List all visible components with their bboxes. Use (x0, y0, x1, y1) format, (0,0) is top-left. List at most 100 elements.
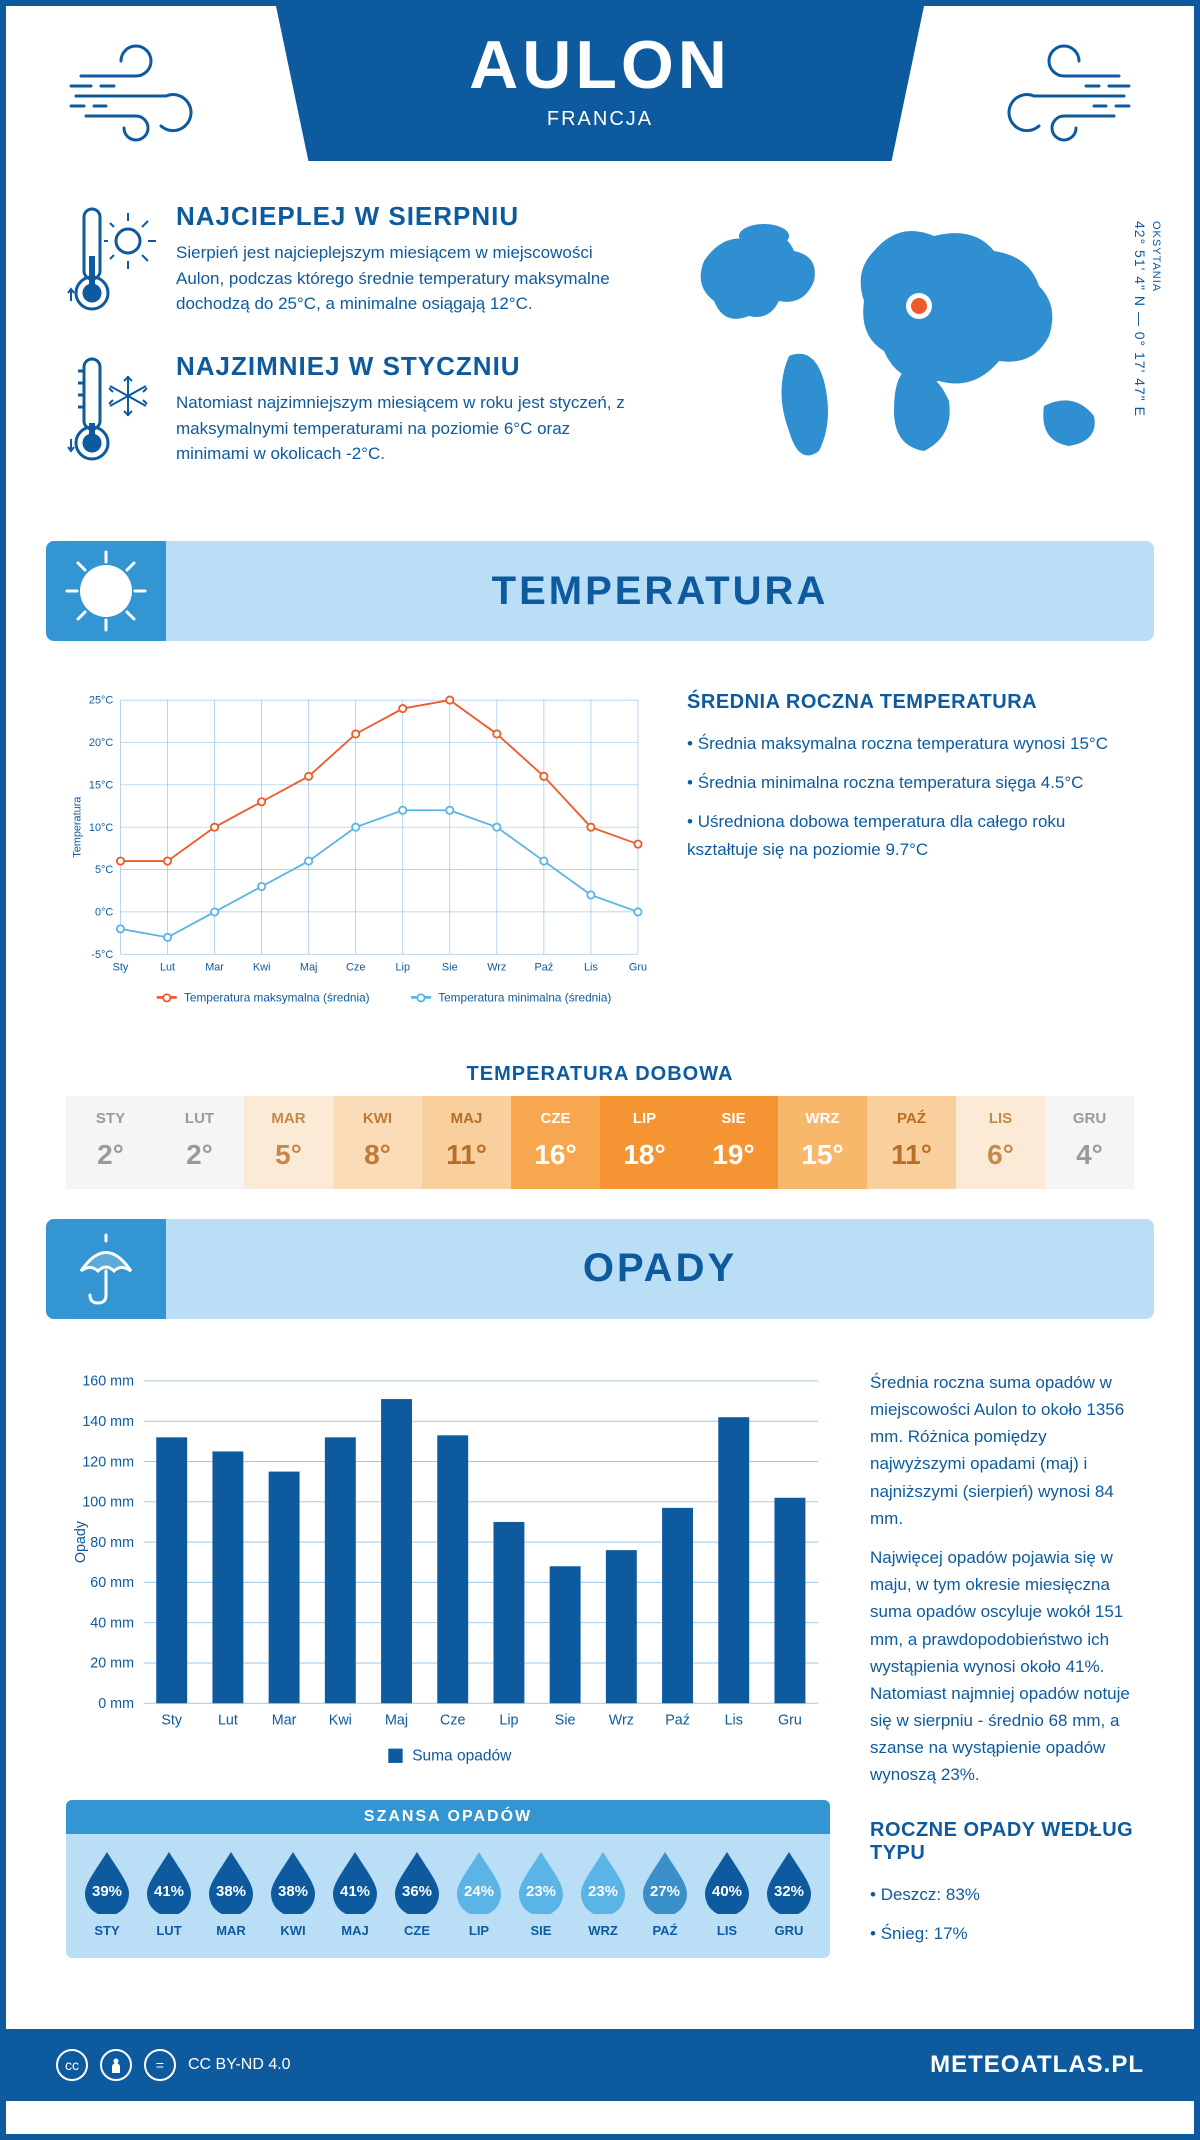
month-label: WRZ (572, 1923, 634, 1938)
month-label: KWI (337, 1110, 418, 1127)
rain-drop: 39%STY (76, 1848, 138, 1938)
svg-text:Mar: Mar (205, 962, 224, 974)
svg-text:20°C: 20°C (89, 737, 113, 749)
rain-drop: 41%LUT (138, 1848, 200, 1938)
svg-text:Gru: Gru (629, 962, 647, 974)
world-map-icon (674, 201, 1134, 481)
month-label: SIE (510, 1923, 572, 1938)
svg-text:32%: 32% (774, 1883, 804, 1900)
temp-summary-title: ŚREDNIA ROCZNA TEMPERATURA (687, 691, 1134, 714)
svg-text:20 mm: 20 mm (90, 1656, 134, 1672)
daily-cell: GRU4° (1045, 1096, 1134, 1189)
svg-text:160 mm: 160 mm (82, 1374, 134, 1390)
temp-summary: ŚREDNIA ROCZNA TEMPERATURA Średnia maksy… (687, 691, 1134, 1023)
svg-text:23%: 23% (588, 1883, 618, 1900)
svg-text:10°C: 10°C (89, 822, 113, 834)
svg-text:41%: 41% (340, 1883, 370, 1900)
svg-text:Kwi: Kwi (329, 1713, 352, 1729)
month-label: MAJ (324, 1923, 386, 1938)
temp-value: 6° (960, 1139, 1041, 1171)
daily-cell: SIE 19° (689, 1096, 778, 1189)
svg-text:Sty: Sty (161, 1713, 183, 1729)
month-label: LUT (138, 1923, 200, 1938)
rain-drop: 41% MAJ (324, 1848, 386, 1938)
license-text: CC BY-ND 4.0 (188, 2056, 291, 2074)
svg-text:36%: 36% (402, 1883, 432, 1900)
svg-text:Paź: Paź (665, 1713, 690, 1729)
svg-text:Maj: Maj (385, 1713, 408, 1729)
cc-icon: cc (56, 2049, 88, 2081)
page-container: AULON FRANCJA (0, 0, 1200, 2140)
svg-text:140 mm: 140 mm (82, 1414, 134, 1430)
month-label: MAR (248, 1110, 329, 1127)
rain-drop: 36%CZE (386, 1848, 448, 1938)
rain-drop: 27%PAŹ (634, 1848, 696, 1938)
footer: cc = CC BY-ND 4.0 METEOATLAS.PL (6, 2029, 1194, 2101)
temp-value: 19° (693, 1139, 774, 1171)
umbrella-icon-box (46, 1219, 166, 1319)
warm-content: NAJCIEPLEJ W SIERPNIU Sierpień jest najc… (176, 201, 634, 321)
cold-title: NAJZIMNIEJ W STYCZNIU (176, 351, 634, 382)
warm-block: NAJCIEPLEJ W SIERPNIU Sierpień jest najc… (66, 201, 634, 321)
daily-cell: MAJ11° (422, 1096, 511, 1189)
rain-text: Średnia roczna suma opadów w miejscowośc… (870, 1369, 1134, 1959)
nd-icon: = (144, 2049, 176, 2081)
month-label: PAŹ (871, 1110, 952, 1127)
rain-chance-title: SZANSA OPADÓW (66, 1800, 830, 1834)
daily-cell: MAR5° (244, 1096, 333, 1189)
warm-title: NAJCIEPLEJ W SIERPNIU (176, 201, 634, 232)
rain-drop: 24%LIP (448, 1848, 510, 1938)
map-box: OKSYTANIA 42° 51' 4" N — 0° 17' 47" E (674, 201, 1134, 501)
svg-text:38%: 38% (278, 1883, 308, 1900)
rain-p2: Najwięcej opadów pojawia się w maju, w t… (870, 1544, 1134, 1789)
svg-text:Temperatura minimalna (średnia: Temperatura minimalna (średnia) (438, 990, 611, 1004)
cold-content: NAJZIMNIEJ W STYCZNIU Natomiast najzimni… (176, 351, 634, 471)
month-label: GRU (758, 1923, 820, 1938)
footer-left: cc = CC BY-ND 4.0 (56, 2049, 291, 2081)
svg-text:Lut: Lut (218, 1713, 238, 1729)
svg-text:Cze: Cze (440, 1713, 465, 1729)
month-label: LIS (960, 1110, 1041, 1127)
svg-text:Mar: Mar (272, 1713, 297, 1729)
line-chart: -5°C0°C5°C10°C15°C20°C25°CStyLutMarKwiMa… (66, 691, 647, 1018)
svg-text:Cze: Cze (346, 962, 365, 974)
month-label: SIE (693, 1110, 774, 1127)
svg-text:100 mm: 100 mm (82, 1494, 134, 1510)
lon-label: 0° 17' 47" E (1132, 332, 1148, 417)
month-label: STY (70, 1110, 151, 1127)
rain-drop: 38%MAR (200, 1848, 262, 1938)
daily-cell: LIP18° (600, 1096, 689, 1189)
rain-drop: 23% WRZ (572, 1848, 634, 1938)
summary-item: Średnia maksymalna roczna temperatura wy… (687, 730, 1134, 757)
daily-cell: LUT2° (155, 1096, 244, 1189)
svg-text:23%: 23% (526, 1883, 556, 1900)
sun-icon-box (46, 541, 166, 641)
wind-icon-left (66, 36, 246, 156)
svg-text:120 mm: 120 mm (82, 1454, 134, 1470)
svg-text:Lis: Lis (725, 1713, 743, 1729)
info-left: NAJCIEPLEJ W SIERPNIU Sierpień jest najc… (66, 201, 634, 501)
svg-text:0°C: 0°C (95, 907, 113, 919)
temp-value: 4° (1049, 1139, 1130, 1171)
svg-text:Lip: Lip (395, 962, 410, 974)
rain-type-item: Śnieg: 17% (870, 1920, 1134, 1947)
month-label: PAŹ (634, 1923, 696, 1938)
coordinates: OKSYTANIA 42° 51' 4" N — 0° 17' 47" E (1132, 221, 1164, 417)
rain-type-list: Deszcz: 83%Śnieg: 17% (870, 1881, 1134, 1947)
site-name: METEOATLAS.PL (930, 2051, 1144, 2079)
month-label: WRZ (782, 1110, 863, 1127)
daily-cell: LIS 6° (956, 1096, 1045, 1189)
month-label: LIP (604, 1110, 685, 1127)
svg-text:38%: 38% (216, 1883, 246, 1900)
rain-chance-row: 39%STY41%LUT38%MAR38%KWI41%MAJ36%CZE24%L… (66, 1834, 830, 1944)
bar-chart: 0 mm20 mm40 mm60 mm80 mm100 mm120 mm140 … (66, 1369, 830, 1775)
month-label: CZE (515, 1110, 596, 1127)
temperature-section-bar: TEMPERATURA (46, 541, 1154, 641)
sun-icon (61, 546, 151, 636)
by-icon (100, 2049, 132, 2081)
daily-temp-strip: STY2°LUT2°MAR5°KWI8°MAJ11°CZE16°LIP18°SI… (66, 1096, 1134, 1189)
daily-cell: WRZ 15° (778, 1096, 867, 1189)
temp-value: 15° (782, 1139, 863, 1171)
svg-text:Lis: Lis (584, 962, 598, 974)
temp-value: 16° (515, 1139, 596, 1171)
